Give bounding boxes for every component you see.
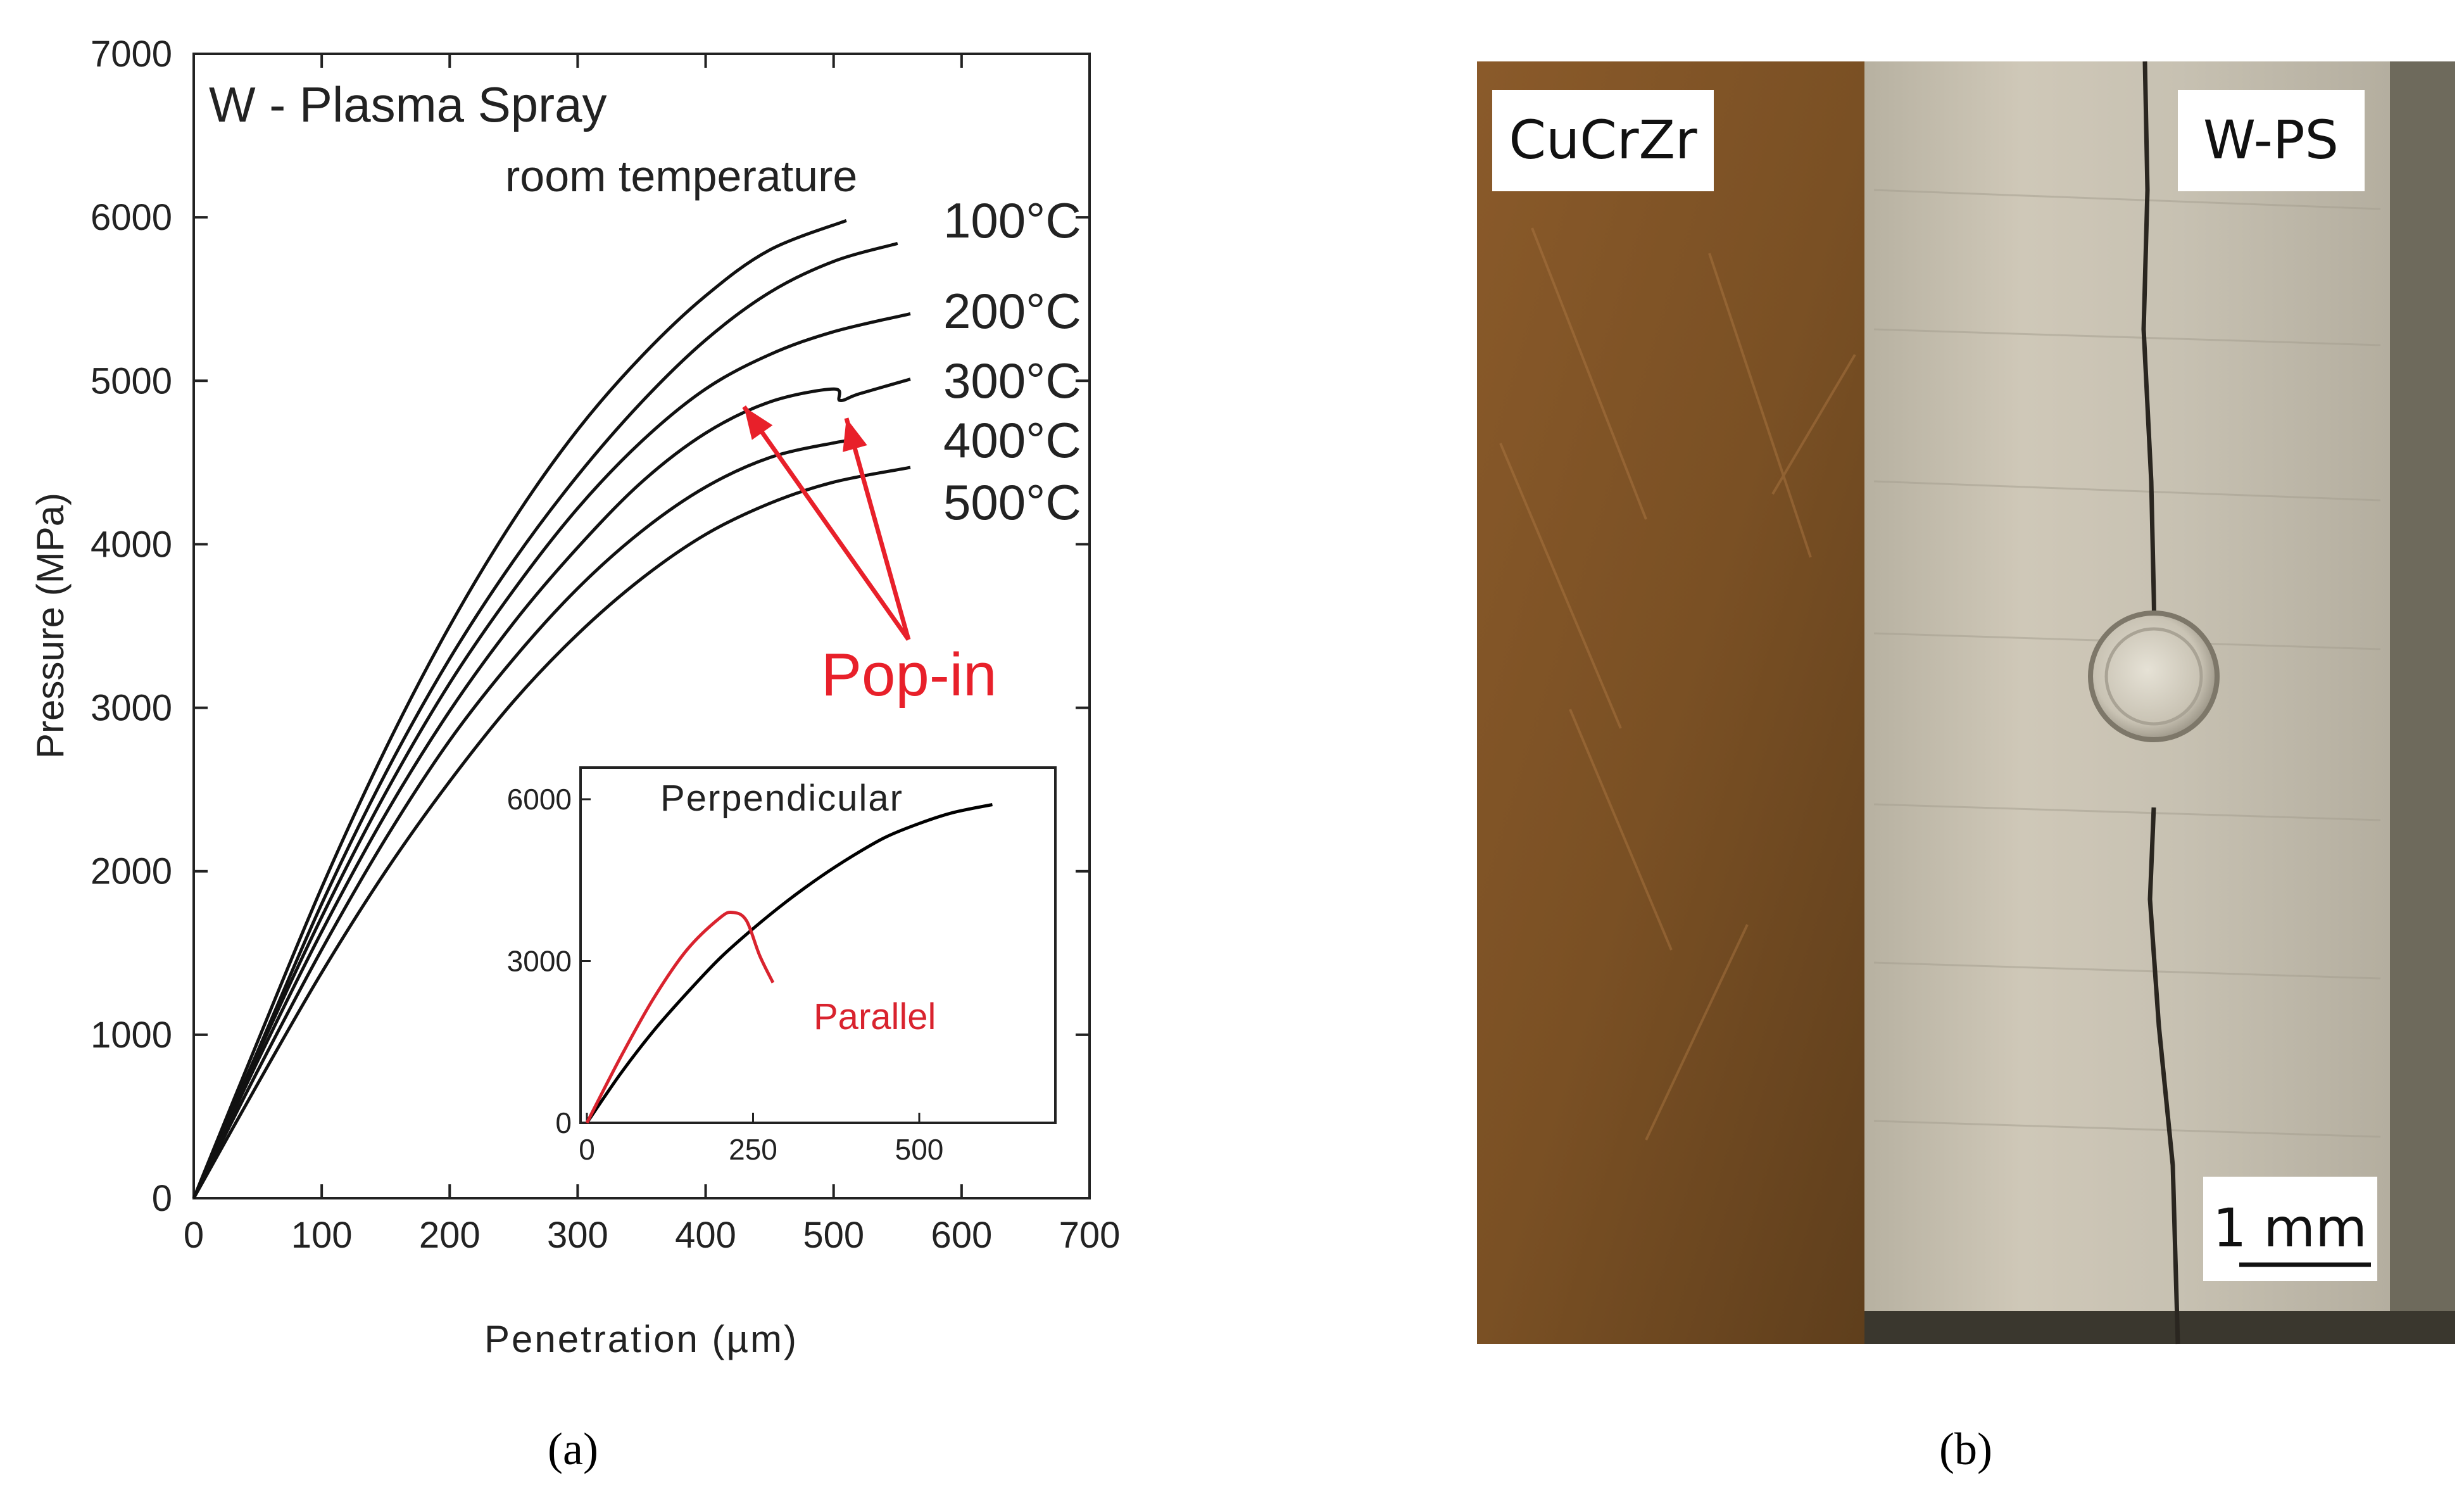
indentation-rim [2104,627,2203,726]
y-tick-label: 3000 [91,688,172,729]
pop-in-arrow-head [744,407,773,440]
label-wps-box: W-PS [2178,90,2365,191]
main-series-lines [192,218,911,1199]
x-axis-label: Penetration (µm) [484,1318,798,1360]
y-axis-label: Pressure (MPa) [29,493,72,759]
y-tick-label: 0 [152,1178,172,1219]
series-line-5 [192,465,911,1199]
inset-series-lines [585,803,993,1124]
scale-bar-label: 1 mm [2213,1197,2367,1259]
inset-parallel-label: Parallel [814,996,936,1037]
series-label-room-temperature: room temperature [505,151,857,201]
inset-title: Perpendicular [660,778,903,819]
y-tick-label: 2000 [91,851,172,892]
right-edge [2390,61,2455,1344]
inset-series-parallel [585,910,775,1124]
crack [2141,61,2180,1345]
label-cucrzr: CuCrZr [1509,109,1697,171]
panel-b: CuCrZr W-PS 1 mm (b) [1477,61,2455,1474]
inset-frame [579,766,1057,1124]
x-tick-label: 600 [931,1215,992,1256]
main-axis-tick-labels: 0 100 200 300 400 500 600 700010002000300040005… [91,34,1120,1256]
x-tick-label: 0 [184,1215,204,1256]
pop-in-arrow-line [844,417,911,640]
bottom-edge [1864,1311,2455,1344]
x-tick-label: 100 [291,1215,353,1256]
inset-y-tick-label: 3000 [507,945,572,978]
y-tick-label: 4000 [91,524,172,565]
series-line-4 [192,438,860,1199]
inset-chart: 0 250 500 0 3000 6000 Perpendicular Parallel [507,766,1057,1166]
y-tick-label: 1000 [91,1015,172,1056]
series-label-100c: 100°C [943,193,1081,248]
x-tick-label: 300 [547,1215,608,1256]
chart-title: W - Plasma Spray [209,77,607,132]
pop-in-arrow-head [843,418,867,452]
caption-b: (b) [1939,1424,1992,1474]
panel-a: 0 100 200 300 400 500 600 700010002000300040005… [29,34,1120,1474]
scale-bar-box: 1 mm [2203,1177,2377,1281]
series-line-1 [192,241,898,1199]
series-label-300c: 300°C [943,353,1081,408]
pop-in-arrows [742,405,911,642]
cucrzr-region [1477,61,1876,1344]
x-tick-label: 400 [675,1215,736,1256]
pop-in-arrow-line [742,405,910,642]
y-tick-label: 5000 [91,360,172,402]
main-axis-ticks [192,53,1091,1199]
x-tick-label: 500 [803,1215,864,1256]
indentation [2088,611,2220,742]
series-line-2 [192,312,911,1199]
inset-y-tick-label: 0 [555,1106,572,1139]
caption-a: (a) [548,1424,598,1474]
inset-series-perpendicular [585,803,993,1124]
inset-axis-tick-labels: 0 250 500 0 3000 6000 [507,783,944,1166]
scratch-marks [1499,227,1856,1141]
machining-striations [1873,189,2381,1138]
inset-y-tick-label: 6000 [507,783,572,816]
series-label-400c: 400°C [943,412,1081,468]
y-tick-label: 6000 [91,197,172,238]
y-tick-label: 7000 [91,34,172,75]
plot-frame [192,53,1091,1199]
inset-x-tick-label: 0 [579,1133,595,1166]
series-line-3 [192,377,911,1199]
inset-x-tick-label: 250 [729,1133,777,1166]
series-line-0 [192,218,847,1199]
x-tick-label: 200 [419,1215,481,1256]
series-label-500c: 500°C [943,474,1081,530]
inset-x-tick-label: 500 [895,1133,944,1166]
x-tick-label: 700 [1059,1215,1121,1256]
series-label-200c: 200°C [943,283,1081,339]
label-cucrzr-box: CuCrZr [1492,90,1714,191]
label-w-ps: W-PS [2203,109,2339,171]
pop-in-label: Pop-in [821,641,997,709]
